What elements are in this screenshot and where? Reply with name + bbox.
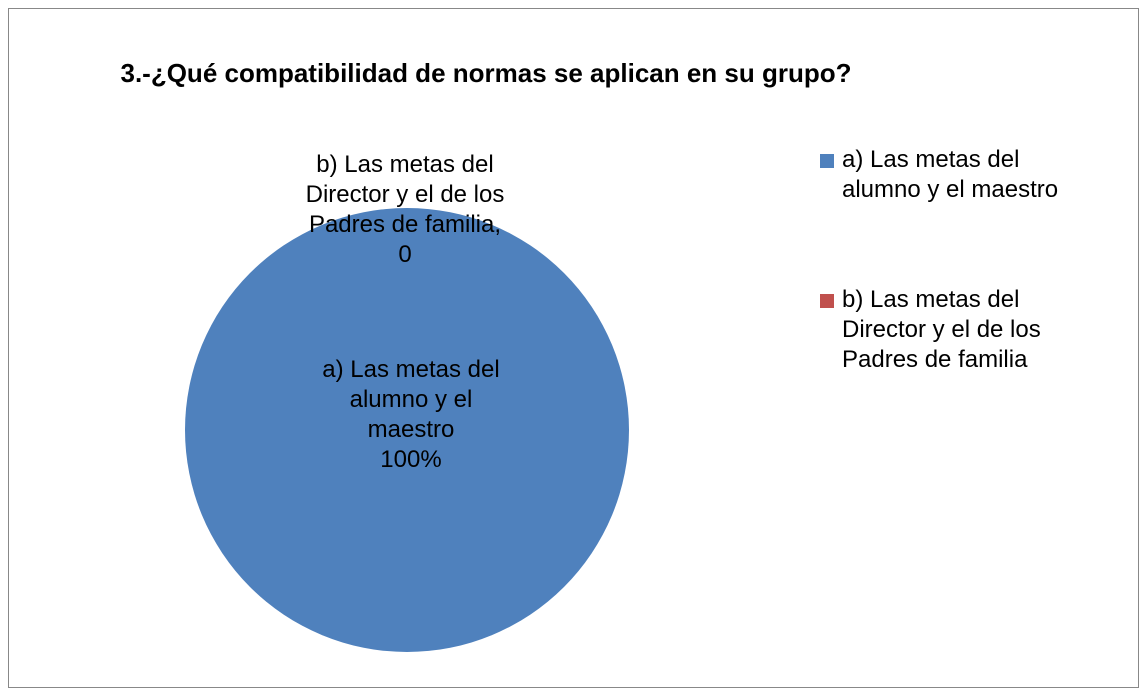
pie-slice xyxy=(185,208,629,652)
legend-label: a) Las metas del alumno y el maestro xyxy=(842,146,1059,203)
data-label-category: a) Las metas del alumno y el maestro xyxy=(322,356,500,443)
legend-swatch xyxy=(820,294,834,308)
data-label: a) Las metas del alumno y el maestro 100% xyxy=(306,355,516,475)
legend-item: a) Las metas del alumno y el maestro xyxy=(820,145,1120,205)
legend-swatch xyxy=(820,154,834,168)
legend-label: b) Las metas del Director y el de los Pa… xyxy=(842,286,1041,373)
data-label-category: b) Las metas del Director y el de los Pa… xyxy=(306,151,505,238)
data-label: b) Las metas del Director y el de los Pa… xyxy=(300,150,510,270)
data-label-value: 100% xyxy=(380,446,442,473)
legend-item: b) Las metas del Director y el de los Pa… xyxy=(820,285,1120,375)
chart-title: 3.-¿Qué compatibilidad de normas se apli… xyxy=(120,58,852,88)
data-label-value: 0 xyxy=(398,241,412,268)
